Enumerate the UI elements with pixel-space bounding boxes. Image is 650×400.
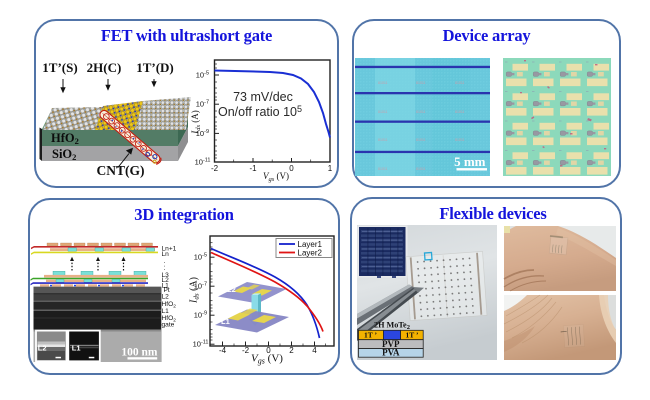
svg-text:2: 2 <box>289 346 294 355</box>
svg-text:10-11: 10-11 <box>195 158 211 167</box>
svg-text:81011: 81011 <box>416 81 426 85</box>
svg-text:Ln+1: Ln+1 <box>162 245 177 252</box>
svg-text:-4: -4 <box>219 346 227 355</box>
svg-text:L1: L1 <box>72 344 81 353</box>
svg-text:Ids (A): Ids (A) <box>190 110 202 135</box>
svg-text:0: 0 <box>266 346 271 355</box>
svg-text:10-9: 10-9 <box>196 129 209 138</box>
svg-text:81011: 81011 <box>455 110 465 114</box>
svg-text:0: 0 <box>289 164 294 173</box>
svg-text:.: . <box>164 258 166 265</box>
svg-text:81011: 81011 <box>416 167 426 171</box>
svg-text:81011: 81011 <box>416 138 426 142</box>
svg-text:HfO2: HfO2 <box>51 131 79 146</box>
svg-text:-1: -1 <box>249 164 257 173</box>
svg-text:L2: L2 <box>38 344 47 353</box>
svg-text:1T’(D): 1T’(D) <box>136 60 174 75</box>
svg-text:5 mm: 5 mm <box>454 154 486 169</box>
svg-text:.: . <box>164 265 166 272</box>
svg-text:Layer1: Layer1 <box>298 240 323 249</box>
svg-text:Pt: Pt <box>164 287 170 294</box>
svg-text:10-5: 10-5 <box>194 253 207 262</box>
svg-text:CNT(G): CNT(G) <box>97 163 145 178</box>
svg-text:-2: -2 <box>242 346 250 355</box>
svg-text:81011: 81011 <box>378 167 388 171</box>
svg-text:L1: L1 <box>162 308 170 315</box>
svg-text:1T’(S): 1T’(S) <box>42 60 77 75</box>
svg-text:PVA: PVA <box>382 348 400 358</box>
svg-text:L2: L2 <box>162 294 170 301</box>
svg-text:81011: 81011 <box>378 138 388 142</box>
svg-text:2H MoTe2: 2H MoTe2 <box>374 321 410 332</box>
svg-text:4: 4 <box>312 346 317 355</box>
svg-text:10-7: 10-7 <box>194 282 207 291</box>
svg-text:1T ’: 1T ’ <box>364 331 377 340</box>
svg-text:L2: L2 <box>227 285 236 294</box>
svg-text:10-5: 10-5 <box>196 71 209 80</box>
svg-text:100 nm: 100 nm <box>121 347 158 359</box>
svg-text:.: . <box>164 262 166 269</box>
svg-text:81011: 81011 <box>378 81 388 85</box>
svg-text:L1: L1 <box>162 282 170 289</box>
svg-text:1: 1 <box>328 164 333 173</box>
svg-text:SiO2: SiO2 <box>52 147 76 162</box>
svg-text:10-11: 10-11 <box>193 340 209 349</box>
svg-text:Layer2: Layer2 <box>298 249 323 258</box>
svg-text:L2: L2 <box>162 277 170 284</box>
svg-text:-2: -2 <box>211 164 219 173</box>
svg-text:73 mV/dec: 73 mV/dec <box>233 90 293 104</box>
svg-text:1T ’: 1T ’ <box>406 331 419 340</box>
svg-text:10-7: 10-7 <box>196 100 209 109</box>
svg-text:Ln: Ln <box>162 251 170 258</box>
svg-text:Vgs (V): Vgs (V) <box>263 171 289 183</box>
svg-text:10-9: 10-9 <box>194 311 207 320</box>
svg-text:81011: 81011 <box>455 81 465 85</box>
svg-text:81011: 81011 <box>455 138 465 142</box>
svg-text:HfO2: HfO2 <box>162 301 177 310</box>
svg-text:L1: L1 <box>221 317 230 326</box>
svg-text:81011: 81011 <box>378 110 388 114</box>
svg-text:Vgs (V): Vgs (V) <box>251 353 283 366</box>
svg-text:HfO2: HfO2 <box>162 315 177 324</box>
svg-text:L3: L3 <box>162 272 170 279</box>
svg-text:gate: gate <box>162 321 175 328</box>
svg-text:On/off ratio 105: On/off ratio 105 <box>218 104 302 119</box>
svg-text:Ids (A): Ids (A) <box>189 277 201 304</box>
svg-text:81011: 81011 <box>416 110 426 114</box>
svg-text:PVP: PVP <box>382 339 400 349</box>
svg-text:2H(C): 2H(C) <box>87 60 122 75</box>
